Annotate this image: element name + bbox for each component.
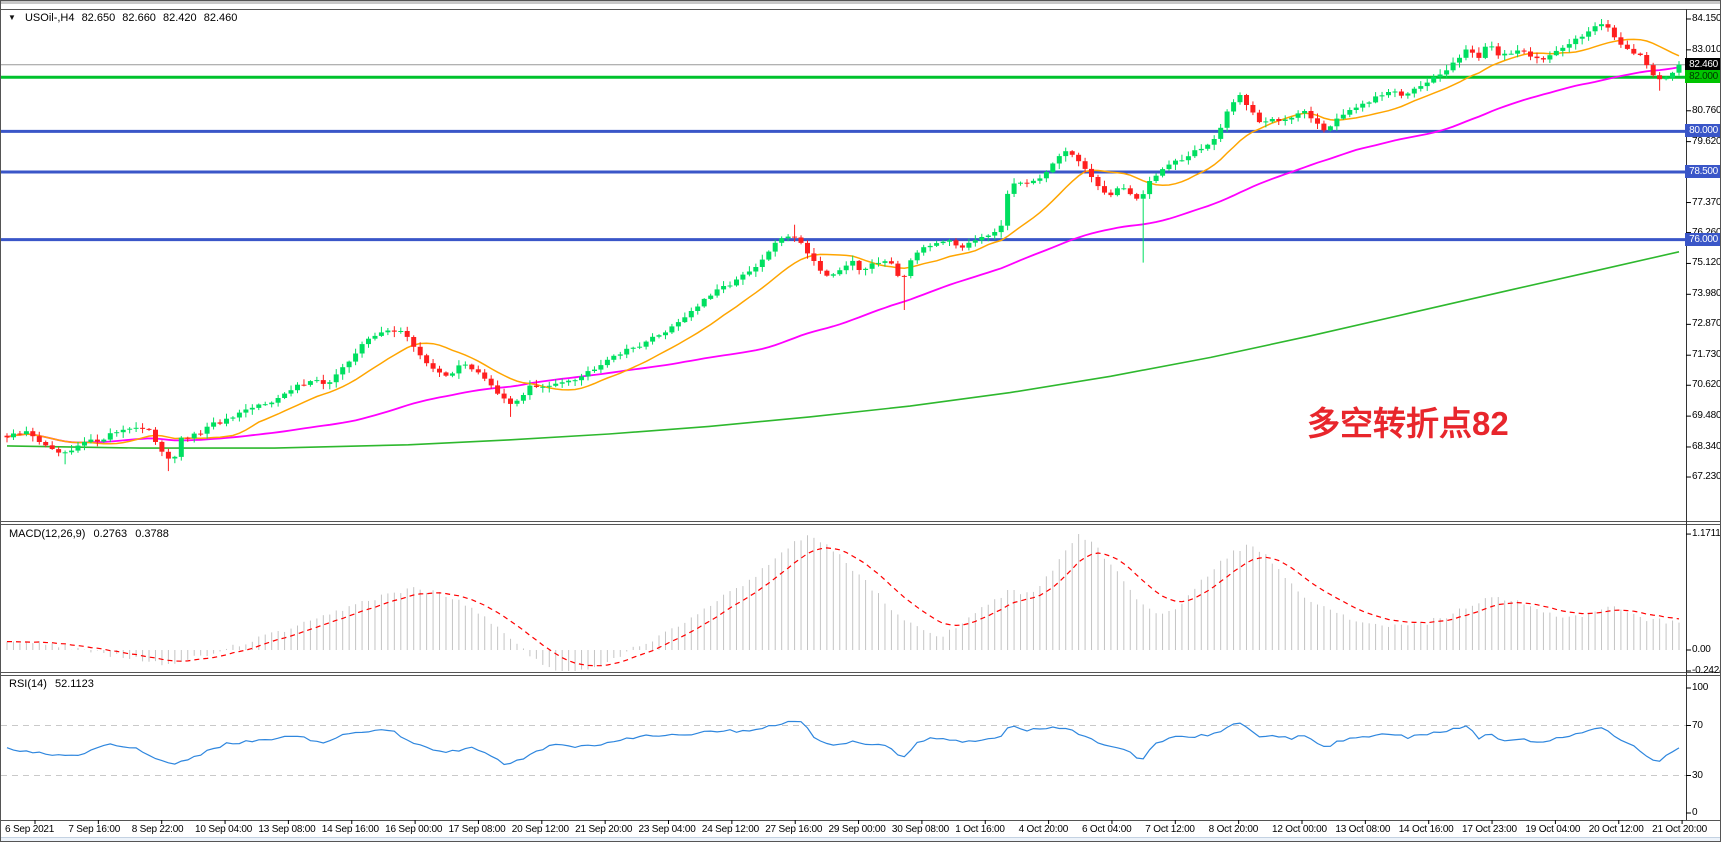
quote-low: 82.420 xyxy=(163,12,197,24)
top-window-strip xyxy=(1,1,1720,4)
rsi-indicator-label: RSI(14) 52.1123 xyxy=(9,678,99,690)
time-label: 20 Sep 12:00 xyxy=(511,824,569,835)
time-label: 30 Sep 08:00 xyxy=(891,824,949,835)
ma-fast-line xyxy=(6,38,1680,445)
chart-annotation-text[interactable]: 多空转折点82 xyxy=(1307,405,1509,442)
axis-ticks xyxy=(34,18,1691,824)
time-label: 12 Oct 00:00 xyxy=(1272,824,1327,835)
ma-mid-line xyxy=(6,66,1680,444)
price-tick-label: 84.150 xyxy=(1692,13,1721,24)
time-label: 20 Oct 12:00 xyxy=(1588,824,1644,835)
time-label: 19 Oct 04:00 xyxy=(1525,824,1581,835)
time-label: 6 Oct 04:00 xyxy=(1081,824,1132,835)
price-badge: 82.460 xyxy=(1685,57,1720,71)
macd-axis-label: -0.2424 xyxy=(1692,665,1720,676)
panel-borders xyxy=(1,9,1720,821)
time-label: 21 Sep 20:00 xyxy=(575,824,633,835)
time-label: 7 Sep 16:00 xyxy=(68,824,121,835)
time-label: 24 Sep 12:00 xyxy=(701,824,759,835)
price-tick-label: 67.230 xyxy=(1692,471,1721,483)
time-label: 17 Oct 23:00 xyxy=(1462,824,1517,835)
price-tick-label: 75.120 xyxy=(1692,257,1721,269)
price-tick-label: 72.870 xyxy=(1692,318,1721,330)
macd-indicator-label: MACD(12,26,9) 0.2763 0.3788 xyxy=(9,528,174,540)
rsi-axis-label: 70 xyxy=(1692,719,1703,731)
rsi-level-lines xyxy=(1,725,1686,776)
price-tick-label: 73.980 xyxy=(1692,288,1721,300)
price-tick-label: 71.730 xyxy=(1692,349,1721,361)
time-label: 21 Oct 20:00 xyxy=(1652,824,1707,835)
macd-histogram xyxy=(6,534,1680,671)
macd-signal-line xyxy=(7,547,1680,667)
rsi-axis-label: 0 xyxy=(1692,807,1698,818)
price-tick-label: 70.620 xyxy=(1692,379,1721,391)
rsi-name: RSI(14) xyxy=(9,678,47,690)
quote-high: 82.660 xyxy=(122,12,156,24)
macd-axis-label: 0.00 xyxy=(1692,644,1711,655)
bottom-window-strip xyxy=(1,837,1720,841)
time-label: 10 Sep 04:00 xyxy=(195,824,253,835)
time-label: 8 Sep 22:00 xyxy=(131,824,184,835)
symbol-bar: ▼ USOil-,H4 82.650 82.660 82.420 82.460 xyxy=(8,12,241,24)
time-label: 8 Oct 20:00 xyxy=(1208,824,1259,835)
time-label: 13 Sep 08:00 xyxy=(258,824,316,835)
price-badge: 82.000 xyxy=(1685,70,1720,84)
price-tick-label: 79.620 xyxy=(1692,135,1721,147)
candlestick-series[interactable] xyxy=(4,19,1682,472)
price-tick-label: 80.760 xyxy=(1692,104,1721,116)
price-tick-label: 77.370 xyxy=(1692,196,1721,208)
time-label: 29 Sep 00:00 xyxy=(828,824,886,835)
price-tick-label: 69.480 xyxy=(1692,410,1721,422)
time-label: 13 Oct 08:00 xyxy=(1335,824,1391,835)
price-badge: 76.000 xyxy=(1685,232,1720,246)
time-label: 14 Oct 16:00 xyxy=(1398,824,1454,835)
quote-close: 82.460 xyxy=(203,12,238,24)
time-label: 1 Oct 16:00 xyxy=(955,824,1005,835)
rsi-axis-label: 30 xyxy=(1692,769,1703,781)
quote-open: 82.650 xyxy=(81,12,116,24)
price-badge: 80.000 xyxy=(1685,124,1720,138)
ma-slow-line xyxy=(6,251,1680,449)
symbol-timeframe-label: USOil-,H4 xyxy=(24,12,75,24)
time-label: 16 Sep 00:00 xyxy=(385,824,443,835)
macd-main-value: 0.2763 xyxy=(93,528,128,540)
time-label: 17 Sep 08:00 xyxy=(448,824,506,835)
price-badge: 78.500 xyxy=(1685,164,1720,178)
macd-axis-label: 1.1711 xyxy=(1692,528,1721,540)
time-label: 7 Oct 12:00 xyxy=(1145,824,1195,835)
price-tick-label: 83.010 xyxy=(1692,43,1721,55)
price-tick-label: 76.260 xyxy=(1692,227,1720,238)
time-label: 27 Sep 16:00 xyxy=(765,824,823,835)
rsi-axis-label: 100 xyxy=(1692,682,1709,693)
horizontal-line-objects[interactable] xyxy=(1,75,1686,242)
time-label: 4 Oct 20:00 xyxy=(1018,824,1069,835)
rsi-value: 52.1123 xyxy=(54,678,94,690)
time-label: 23 Sep 04:00 xyxy=(638,824,696,835)
macd-name: MACD(12,26,9) xyxy=(9,528,86,540)
time-label: 6 Sep 2021 xyxy=(5,824,55,835)
macd-signal-value: 0.3788 xyxy=(135,528,169,540)
rsi-line xyxy=(6,720,1680,766)
time-label: 14 Sep 16:00 xyxy=(321,824,379,835)
price-tick-label: 68.340 xyxy=(1692,440,1721,452)
chevron-down-icon[interactable]: ▼ xyxy=(8,13,16,22)
